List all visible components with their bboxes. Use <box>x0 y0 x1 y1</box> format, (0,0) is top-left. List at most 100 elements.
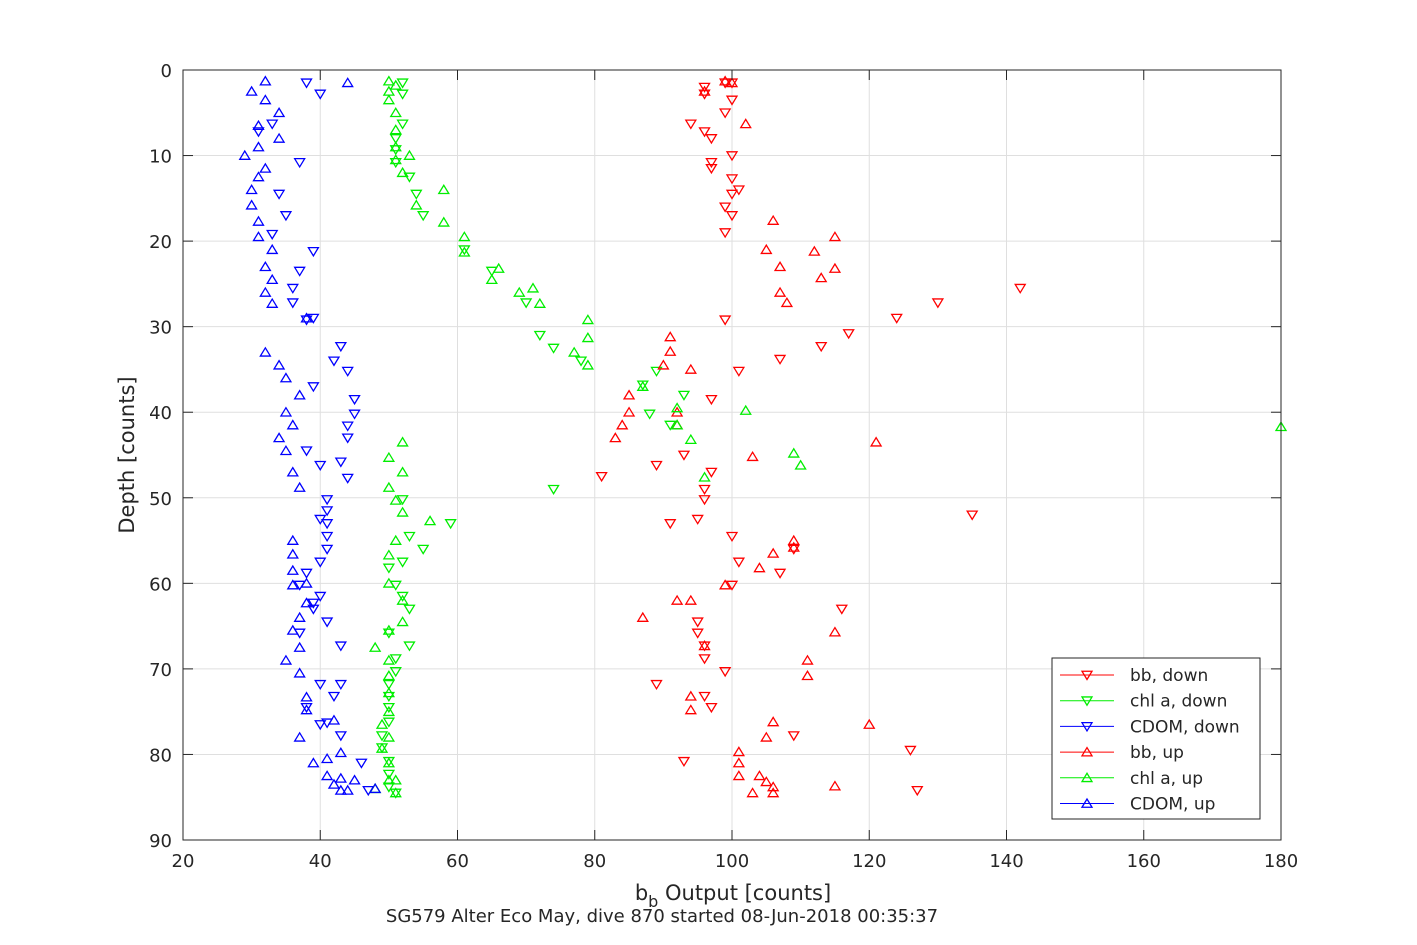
legend-marker <box>1080 772 1094 783</box>
data-point <box>677 756 691 768</box>
data-point <box>396 166 409 178</box>
y-tick-label: 10 <box>149 147 172 168</box>
data-point <box>252 141 265 152</box>
data-point <box>368 782 382 794</box>
data-point <box>787 731 800 742</box>
data-point <box>718 78 732 89</box>
data-point <box>581 332 595 343</box>
data-point <box>650 366 663 377</box>
y-tick-label: 50 <box>149 489 172 510</box>
data-point <box>389 145 402 156</box>
data-point <box>293 641 306 652</box>
data-point <box>279 211 293 222</box>
data-point <box>718 108 732 119</box>
data-point <box>286 466 299 477</box>
data-point <box>293 389 306 400</box>
data-point <box>828 231 842 242</box>
data-point <box>396 495 409 506</box>
data-point <box>698 691 711 703</box>
data-point <box>787 534 800 545</box>
data-point <box>382 702 396 714</box>
data-point <box>341 784 354 795</box>
data-point <box>293 731 306 742</box>
data-point <box>389 157 402 169</box>
data-point <box>698 654 711 665</box>
data-point <box>341 77 354 88</box>
data-point <box>279 654 293 665</box>
y-tick-label: 80 <box>149 745 172 766</box>
series-2 <box>252 78 375 797</box>
data-point <box>458 245 471 256</box>
data-point <box>389 654 402 665</box>
data-point <box>458 231 471 242</box>
data-point <box>389 494 402 505</box>
data-point <box>677 390 691 401</box>
data-point <box>341 366 354 377</box>
data-point <box>753 770 766 781</box>
data-point <box>725 531 739 543</box>
data-point <box>389 774 402 785</box>
data-point <box>732 366 746 377</box>
data-point <box>382 679 396 691</box>
data-point <box>252 231 265 242</box>
data-point <box>389 79 402 90</box>
data-point <box>684 704 697 715</box>
data-point <box>526 282 540 293</box>
data-point <box>389 787 402 798</box>
data-point <box>698 495 711 506</box>
data-point <box>869 436 883 447</box>
data-point <box>382 757 396 768</box>
data-point <box>485 273 498 285</box>
data-point <box>732 557 746 568</box>
data-point <box>279 406 293 417</box>
data-point <box>314 89 327 100</box>
data-point <box>718 667 732 678</box>
data-point <box>279 372 293 383</box>
data-point <box>760 776 773 787</box>
data-point <box>300 577 313 588</box>
data-point <box>581 359 595 370</box>
data-point <box>664 519 677 530</box>
data-point <box>396 616 409 627</box>
data-point <box>657 359 670 370</box>
data-point <box>382 94 396 105</box>
data-point <box>622 389 636 400</box>
data-point <box>389 141 402 152</box>
data-point <box>746 787 759 798</box>
data-point <box>293 266 306 277</box>
data-point <box>396 119 409 130</box>
y-tick-label: 40 <box>149 403 172 424</box>
data-point <box>698 82 711 93</box>
data-point <box>437 216 450 227</box>
legend-label: bb, down <box>1130 666 1208 686</box>
data-point <box>677 450 691 461</box>
data-point <box>382 687 396 698</box>
data-point <box>382 654 396 665</box>
data-point <box>396 506 409 517</box>
data-point <box>314 679 327 691</box>
series-1 <box>375 78 691 799</box>
legend-label: CDOM, down <box>1130 717 1240 737</box>
data-point <box>725 580 739 591</box>
data-point <box>327 714 341 725</box>
data-point <box>904 745 917 756</box>
data-point <box>773 261 787 272</box>
data-point <box>307 313 320 324</box>
data-point <box>718 228 732 239</box>
data-point <box>732 770 746 781</box>
data-point <box>691 617 704 628</box>
data-point <box>698 85 711 96</box>
data-point <box>389 154 402 165</box>
data-point <box>698 471 711 482</box>
data-point <box>410 199 423 210</box>
data-point <box>410 189 423 200</box>
data-point <box>327 356 341 367</box>
legend-marker <box>1080 696 1094 707</box>
data-point <box>314 460 327 472</box>
data-point <box>581 314 595 325</box>
data-point <box>300 315 313 326</box>
data-point <box>753 562 766 573</box>
data-point <box>458 246 471 257</box>
legend-marker <box>1080 722 1094 733</box>
data-point <box>245 184 258 195</box>
